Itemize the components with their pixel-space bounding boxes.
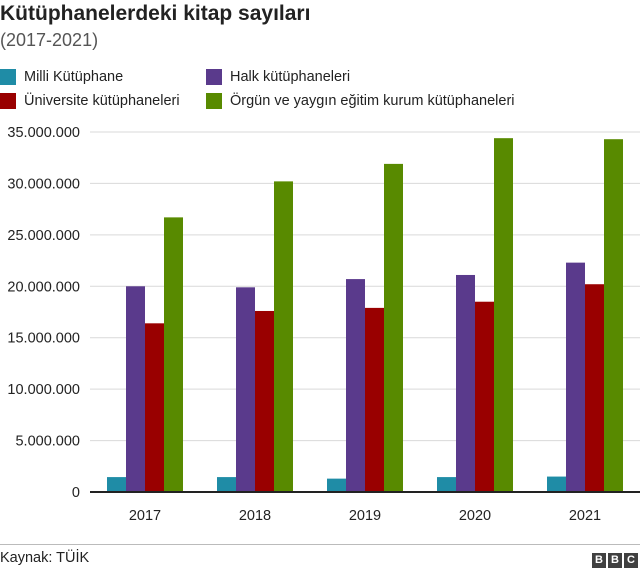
bbc-logo-letter: C — [624, 553, 638, 568]
bar — [126, 286, 145, 492]
chart-subtitle: (2017-2021) — [0, 30, 99, 50]
bar — [365, 307, 384, 492]
bar — [566, 262, 585, 492]
source-note: Kaynak: TÜİK — [0, 550, 90, 566]
bar — [217, 477, 236, 492]
y-tick-label: 20.000.000 — [7, 279, 80, 295]
bar — [384, 163, 403, 492]
legend-item-milli: Milli Kütüphane — [0, 68, 123, 86]
legend-label-universite: Üniversite kütüphaneleri — [24, 93, 180, 109]
y-tick-label: 15.000.000 — [7, 331, 80, 347]
x-tick-label: 2017 — [129, 508, 161, 524]
legend-swatch-orgun — [206, 93, 222, 109]
x-tick-label: 2018 — [239, 508, 271, 524]
footer-divider — [0, 544, 640, 545]
bar — [494, 138, 513, 492]
legend-swatch-universite — [0, 93, 16, 109]
y-tick-label: 35.000.000 — [7, 125, 80, 141]
bar — [437, 477, 456, 492]
legend-swatch-milli — [0, 69, 16, 85]
x-tick-label: 2021 — [569, 508, 601, 524]
bar — [585, 284, 604, 492]
x-tick-label: 2019 — [349, 508, 381, 524]
bar — [475, 301, 494, 492]
bar — [547, 476, 566, 492]
y-tick-label: 0 — [72, 485, 80, 501]
bar — [236, 287, 255, 492]
legend-item-orgun: Örgün ve yaygın eğitim kurum kütüphanele… — [206, 92, 515, 110]
bbc-logo-letter: B — [608, 553, 622, 568]
bar — [456, 274, 475, 492]
bar — [274, 181, 293, 492]
bar — [145, 323, 164, 492]
legend-label-milli: Milli Kütüphane — [24, 69, 124, 85]
legend-item-universite: Üniversite kütüphaneleri — [0, 92, 180, 110]
bbc-logo-letter: B — [592, 553, 606, 568]
bar — [164, 217, 183, 492]
legend-item-halk: Halk kütüphaneleri — [206, 68, 350, 86]
bbc-logo: B B C — [592, 553, 638, 568]
bar — [604, 139, 623, 492]
bar — [107, 477, 126, 492]
legend-swatch-halk — [206, 69, 222, 85]
y-tick-label: 30.000.000 — [7, 176, 80, 192]
bar — [346, 279, 365, 492]
bar — [327, 478, 346, 492]
bar-chart: 0 5.000.000 10.000.000 15.000.000 20.000.000… — [7, 125, 640, 524]
x-tick-label: 2020 — [459, 508, 491, 524]
legend-label-halk: Halk kütüphaneleri — [230, 69, 351, 85]
chart-title: Kütüphanelerdeki kitap sayıları — [0, 2, 311, 25]
y-tick-label: 5.000.000 — [15, 434, 80, 450]
bar — [255, 310, 274, 492]
y-tick-label: 10.000.000 — [7, 382, 80, 398]
legend-label-orgun: Örgün ve yaygın eğitim kurum kütüphanele… — [230, 93, 515, 109]
y-tick-label: 25.000.000 — [7, 228, 80, 244]
